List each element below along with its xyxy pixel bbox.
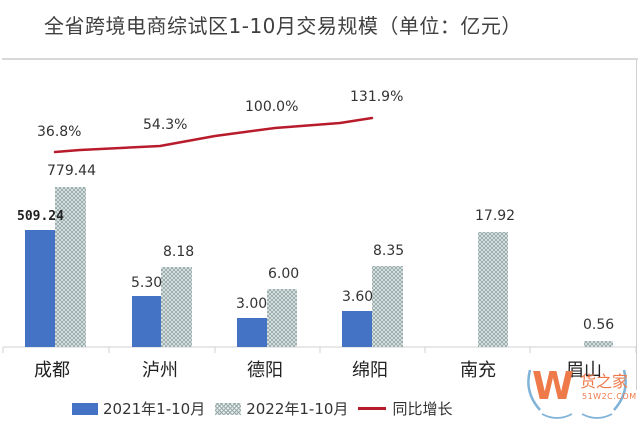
category-label-deyang: 德阳 (247, 360, 283, 381)
plot-area-border (2, 60, 637, 390)
legend-item-growth[interactable]: 同比增长 (358, 398, 452, 419)
label-2021-mianyang: 3.60 (342, 289, 373, 305)
growth-label-mianyang: 131.9% (350, 89, 403, 105)
category-label-mianyang: 绵阳 (352, 360, 388, 381)
watermark-w-icon: W (532, 364, 574, 408)
bar-2022-meishan[interactable] (584, 341, 613, 347)
bar-2022-mianyang[interactable] (372, 266, 403, 347)
bar-2021-deyang[interactable] (237, 318, 267, 347)
label-2022-chengdu: 779.44 (47, 163, 96, 179)
category-group-meishan: 0.56 眉山 (566, 317, 614, 381)
category-label-meishan: 眉山 (566, 360, 602, 381)
label-2021-luzhou: 5.30 (131, 275, 162, 291)
category-label-luzhou: 泸州 (142, 360, 178, 381)
bar-2021-luzhou[interactable] (132, 296, 161, 347)
chart-title: 全省跨境电商综试区1-10月交易规模（单位：亿元） (44, 14, 522, 38)
legend-label-growth: 同比增长 (392, 400, 453, 418)
label-2022-meishan: 0.56 (583, 317, 614, 333)
label-2021-chengdu: 509.24 (17, 209, 64, 224)
watermark-logo: W 货之家 51W2C.COM (522, 362, 636, 424)
growth-label-chengdu: 36.8% (37, 124, 81, 140)
label-2022-nanchong: 17.92 (475, 208, 515, 224)
watermark-en-text: 51W2C.COM (582, 392, 637, 401)
category-group-luzhou: 5.30 8.18 泸州 (131, 244, 194, 381)
growth-line[interactable] (53, 116, 374, 154)
bar-2021-chengdu[interactable] (25, 230, 55, 347)
bar-2022-chengdu[interactable] (55, 187, 86, 347)
category-group-deyang: 3.00 6.00 德阳 (236, 266, 299, 381)
legend-label-2021: 2021年1-10月 (103, 400, 206, 418)
label-2022-mianyang: 8.35 (373, 243, 404, 259)
bar-2022-deyang[interactable] (267, 289, 297, 347)
x-axis-ticks (2, 347, 637, 353)
legend-swatch-line-icon (358, 407, 387, 410)
growth-label-deyang: 100.0% (245, 99, 298, 115)
category-group-mianyang: 3.60 8.35 绵阳 (342, 243, 404, 381)
label-2022-luzhou: 8.18 (163, 244, 194, 260)
category-group-chengdu: 509.24 779.44 成都 (17, 163, 96, 381)
legend-swatch-solid-blue-icon (72, 402, 98, 415)
category-label-chengdu: 成都 (34, 360, 70, 381)
laurel-wreath-icon (527, 369, 627, 419)
chart-legend: 2021年1-10月 2022年1-10月 同比增长 (72, 398, 462, 419)
legend-label-2022: 2022年1-10月 (246, 400, 349, 418)
watermark-cn-text: 货之家 (580, 372, 629, 391)
growth-label-luzhou: 54.3% (143, 117, 187, 133)
bar-2021-mianyang[interactable] (342, 311, 372, 347)
category-group-nanchong: 17.92 南充 (460, 208, 515, 381)
bar-2022-luzhou[interactable] (161, 267, 192, 347)
title-divider (2, 58, 638, 60)
bar-2022-nanchong[interactable] (478, 232, 508, 347)
legend-swatch-hatched-icon (215, 402, 242, 415)
legend-item-2021[interactable]: 2021年1-10月 (72, 398, 205, 419)
label-2021-deyang: 3.00 (236, 296, 267, 312)
legend-item-2022[interactable]: 2022年1-10月 (215, 398, 348, 419)
label-2022-deyang: 6.00 (268, 266, 299, 282)
category-label-nanchong: 南充 (460, 360, 496, 381)
